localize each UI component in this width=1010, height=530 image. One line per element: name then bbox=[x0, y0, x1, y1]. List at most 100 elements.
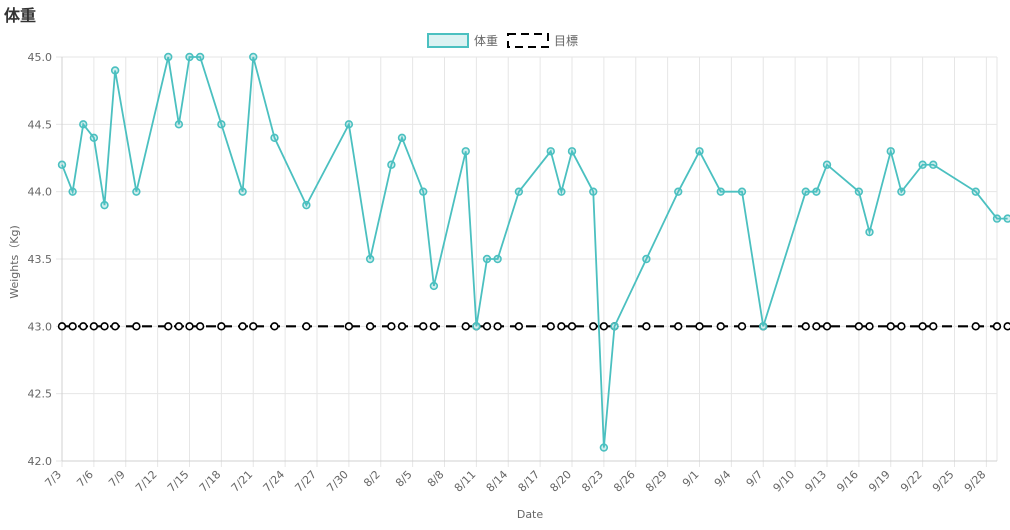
weight-point[interactable] bbox=[812, 187, 821, 196]
weight-point[interactable] bbox=[132, 187, 141, 196]
target-point[interactable] bbox=[461, 322, 470, 331]
target-point[interactable] bbox=[822, 322, 832, 331]
weight-point[interactable] bbox=[759, 322, 768, 331]
weight-point[interactable] bbox=[822, 160, 832, 169]
target-point[interactable] bbox=[695, 322, 704, 331]
weight-point[interactable] bbox=[57, 160, 67, 169]
target-point[interactable] bbox=[737, 322, 747, 331]
chart-legend[interactable]: 体重 目標 bbox=[427, 33, 578, 48]
weight-point[interactable] bbox=[249, 52, 258, 62]
legend-item-target[interactable]: 目標 bbox=[507, 33, 578, 48]
weight-point[interactable] bbox=[344, 120, 354, 129]
target-point[interactable] bbox=[716, 322, 725, 331]
weight-point[interactable] bbox=[557, 187, 566, 196]
weight-point[interactable] bbox=[567, 147, 577, 156]
legend-item-weight[interactable]: 体重 bbox=[427, 33, 498, 48]
target-point[interactable] bbox=[971, 322, 980, 331]
target-point[interactable] bbox=[801, 322, 810, 331]
target-point[interactable] bbox=[429, 322, 439, 331]
weight-point[interactable] bbox=[674, 187, 683, 196]
weight-point[interactable] bbox=[461, 147, 470, 156]
target-point[interactable] bbox=[897, 322, 906, 331]
target-point[interactable] bbox=[546, 322, 555, 331]
weight-point[interactable] bbox=[546, 147, 555, 156]
weight-point[interactable] bbox=[801, 187, 810, 196]
weight-point[interactable] bbox=[217, 120, 226, 129]
weight-point[interactable] bbox=[929, 160, 938, 169]
weight-point[interactable] bbox=[100, 200, 109, 210]
target-point[interactable] bbox=[599, 322, 609, 331]
weight-point[interactable] bbox=[971, 187, 980, 196]
target-point[interactable] bbox=[886, 322, 895, 331]
target-point[interactable] bbox=[344, 322, 354, 331]
weight-point[interactable] bbox=[79, 120, 88, 129]
weight-point[interactable] bbox=[482, 254, 492, 264]
target-point[interactable] bbox=[642, 322, 651, 331]
target-point[interactable] bbox=[493, 322, 502, 331]
target-point[interactable] bbox=[387, 322, 396, 331]
target-point[interactable] bbox=[514, 322, 524, 331]
target-point[interactable] bbox=[270, 322, 279, 331]
target-point[interactable] bbox=[217, 322, 226, 331]
target-point[interactable] bbox=[110, 322, 120, 331]
target-point[interactable] bbox=[674, 322, 683, 331]
weight-point[interactable] bbox=[737, 187, 747, 196]
weight-point[interactable] bbox=[429, 281, 439, 291]
target-point[interactable] bbox=[812, 322, 821, 331]
weight-point[interactable] bbox=[270, 133, 279, 143]
target-point[interactable] bbox=[132, 322, 141, 331]
target-point[interactable] bbox=[89, 322, 99, 331]
target-point[interactable] bbox=[195, 322, 205, 331]
weight-point[interactable] bbox=[493, 254, 502, 264]
target-point[interactable] bbox=[557, 322, 566, 331]
weight-point[interactable] bbox=[238, 187, 247, 196]
target-point[interactable] bbox=[174, 322, 184, 331]
target-point[interactable] bbox=[992, 322, 1002, 331]
target-point[interactable] bbox=[589, 322, 598, 331]
target-point[interactable] bbox=[57, 322, 67, 331]
weight-point[interactable] bbox=[195, 52, 205, 62]
weight-point[interactable] bbox=[397, 133, 407, 143]
weight-point[interactable] bbox=[68, 187, 77, 196]
target-point[interactable] bbox=[929, 322, 938, 331]
target-point[interactable] bbox=[1003, 322, 1010, 331]
target-point[interactable] bbox=[419, 322, 428, 331]
weight-point[interactable] bbox=[642, 254, 651, 264]
weight-point[interactable] bbox=[89, 133, 99, 143]
weight-point[interactable] bbox=[854, 187, 864, 196]
target-point[interactable] bbox=[854, 322, 864, 331]
target-point[interactable] bbox=[185, 322, 194, 331]
weight-point[interactable] bbox=[302, 200, 311, 210]
weight-point[interactable] bbox=[365, 254, 375, 264]
weight-point[interactable] bbox=[1003, 214, 1010, 223]
target-point[interactable] bbox=[164, 322, 173, 331]
weight-point[interactable] bbox=[514, 187, 524, 196]
weight-point[interactable] bbox=[599, 443, 609, 452]
weight-point[interactable] bbox=[918, 160, 927, 169]
target-point[interactable] bbox=[79, 322, 88, 331]
target-point[interactable] bbox=[482, 322, 492, 331]
target-point[interactable] bbox=[100, 322, 109, 331]
target-point[interactable] bbox=[238, 322, 247, 331]
weight-point[interactable] bbox=[419, 187, 428, 196]
weight-point[interactable] bbox=[472, 322, 481, 331]
weight-point[interactable] bbox=[886, 147, 895, 156]
weight-point[interactable] bbox=[695, 147, 704, 156]
weight-point[interactable] bbox=[387, 160, 396, 169]
weight-point[interactable] bbox=[610, 322, 619, 331]
target-point[interactable] bbox=[567, 322, 577, 331]
target-point[interactable] bbox=[302, 322, 311, 331]
weight-point[interactable] bbox=[589, 187, 598, 196]
weight-point[interactable] bbox=[865, 227, 874, 237]
weight-point[interactable] bbox=[164, 52, 173, 62]
weight-point[interactable] bbox=[185, 52, 194, 62]
target-point[interactable] bbox=[918, 322, 927, 331]
target-point[interactable] bbox=[865, 322, 874, 331]
weight-point[interactable] bbox=[992, 214, 1002, 223]
target-point[interactable] bbox=[249, 322, 258, 331]
weight-point[interactable] bbox=[897, 187, 906, 196]
weight-point[interactable] bbox=[174, 120, 184, 129]
target-point[interactable] bbox=[365, 322, 375, 331]
target-point[interactable] bbox=[68, 322, 77, 331]
weight-point[interactable] bbox=[716, 187, 725, 196]
